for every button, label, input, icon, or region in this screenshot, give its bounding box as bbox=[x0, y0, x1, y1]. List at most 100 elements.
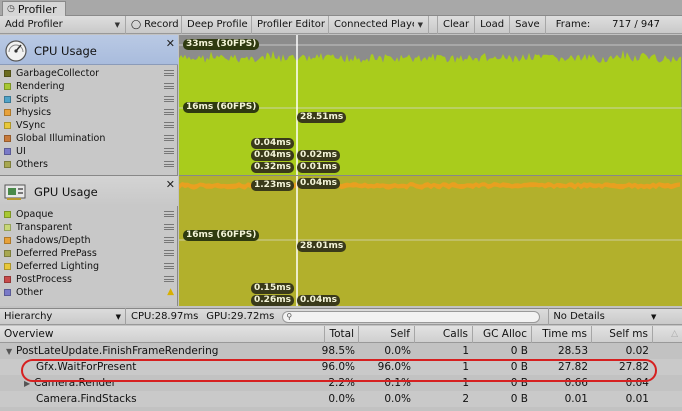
legend-item-scripts[interactable]: Scripts bbox=[0, 93, 178, 106]
drag-handle-icon[interactable] bbox=[164, 224, 174, 230]
column-header-gc-alloc[interactable]: GC Alloc bbox=[473, 325, 532, 343]
view-mode-dropdown[interactable]: Hierarchy ▼ bbox=[0, 308, 126, 325]
frame-counter: 717 / 947 bbox=[607, 16, 682, 34]
gpu-usage-title: GPU Usage bbox=[34, 185, 98, 199]
legend-label: Shadows/Depth bbox=[16, 235, 91, 246]
legend-label: Opaque bbox=[16, 209, 54, 220]
legend-item-vsync[interactable]: VSync bbox=[0, 119, 178, 132]
load-label: Load bbox=[480, 19, 505, 30]
drag-handle-icon[interactable] bbox=[164, 109, 174, 115]
drag-handle-icon[interactable] bbox=[164, 122, 174, 128]
table-row[interactable]: Gfx.WaitForPresent 96.0% 96.0% 1 0 B 27.… bbox=[0, 359, 682, 375]
legend-item-postprocess[interactable]: PostProcess bbox=[0, 273, 178, 286]
gpu-time-stat: GPU:29.72ms bbox=[206, 311, 275, 322]
cpu-value-label: 0.32ms bbox=[251, 162, 294, 173]
column-header-self-ms[interactable]: Self ms bbox=[592, 325, 653, 343]
profiler-tab-icon: ◷ bbox=[7, 4, 15, 14]
drag-handle-icon[interactable] bbox=[164, 70, 174, 76]
close-icon[interactable]: ✕ bbox=[165, 178, 175, 191]
connected-player-label: Connected Playe bbox=[334, 19, 414, 30]
drag-handle-icon[interactable] bbox=[164, 276, 174, 282]
drag-handle-icon[interactable] bbox=[164, 237, 174, 243]
row-time-ms: 28.53 bbox=[557, 345, 588, 357]
column-header-time-ms[interactable]: Time ms bbox=[532, 325, 592, 343]
save-button[interactable]: Save bbox=[510, 15, 546, 34]
column-header-overview[interactable]: Overview bbox=[0, 325, 325, 343]
legend-item-other[interactable]: Other ▲ bbox=[0, 286, 178, 299]
gpu-usage-header[interactable]: GPU Usage ✕ bbox=[0, 176, 178, 206]
legend-item-transparent[interactable]: Transparent bbox=[0, 221, 178, 234]
fps30-label: 33ms (30FPS) bbox=[183, 39, 260, 50]
legend-label: Global Illumination bbox=[16, 133, 106, 144]
gpu-usage-panel[interactable]: GPU Usage ✕ Opaque Transparent Shadows/D… bbox=[0, 175, 178, 306]
gpu-value-label: 0.15ms bbox=[251, 283, 294, 294]
row-gc-alloc: 0 B bbox=[510, 393, 528, 405]
legend-swatch bbox=[4, 83, 11, 90]
row-name: Camera.Render bbox=[34, 377, 116, 389]
table-row[interactable]: ▼ PostLateUpdate.FinishFrameRendering 98… bbox=[0, 343, 682, 359]
cpu-usage-header[interactable]: CPU Usage ✕ bbox=[0, 35, 178, 65]
cpu-usage-panel[interactable]: CPU Usage ✕ GarbageCollector Rendering S… bbox=[0, 35, 178, 175]
save-label: Save bbox=[515, 19, 540, 30]
drag-handle-icon[interactable] bbox=[164, 135, 174, 141]
legend-item-shadows-depth[interactable]: Shadows/Depth bbox=[0, 234, 178, 247]
legend-item-global-illumination[interactable]: Global Illumination bbox=[0, 132, 178, 145]
legend-swatch bbox=[4, 135, 11, 142]
legend-item-ui[interactable]: UI bbox=[0, 145, 178, 158]
connected-player-dropdown[interactable]: Connected Playe ▼ bbox=[329, 15, 429, 34]
search-input[interactable]: ⚲ bbox=[282, 310, 541, 323]
drag-handle-icon[interactable] bbox=[164, 250, 174, 256]
hierarchy-toolbar: Hierarchy ▼ CPU:28.97ms GPU:29.72ms ⚲ No… bbox=[0, 308, 682, 325]
dropdown-arrow-icon: ▼ bbox=[417, 20, 423, 29]
legend-swatch bbox=[4, 237, 11, 244]
legend-label: UI bbox=[16, 146, 26, 157]
record-toggle[interactable]: ◯ Record bbox=[126, 15, 182, 34]
row-gc-alloc: 0 B bbox=[510, 345, 528, 357]
legend-label: Rendering bbox=[16, 81, 65, 92]
deep-profile-toggle[interactable]: Deep Profile bbox=[182, 15, 252, 34]
close-icon[interactable]: ✕ bbox=[165, 37, 175, 50]
legend-swatch bbox=[4, 148, 11, 155]
row-total: 0.0% bbox=[328, 393, 355, 405]
cpu-speedometer-icon bbox=[5, 40, 27, 62]
add-profiler-dropdown[interactable]: Add Profiler ▼ bbox=[0, 15, 126, 34]
legend-item-others[interactable]: Others bbox=[0, 158, 178, 171]
drag-handle-icon[interactable] bbox=[164, 263, 174, 269]
legend-item-deferred-lighting[interactable]: Deferred Lighting bbox=[0, 260, 178, 273]
drag-handle-icon[interactable] bbox=[164, 161, 174, 167]
row-calls: 1 bbox=[462, 377, 469, 389]
table-row[interactable]: Camera.FindStacks 0.0% 0.0% 2 0 B 0.01 0… bbox=[0, 391, 682, 407]
profiler-editor-toggle[interactable]: Profiler Editor bbox=[252, 15, 329, 34]
row-time-ms: 0.66 bbox=[564, 377, 588, 389]
drag-handle-icon[interactable] bbox=[164, 211, 174, 217]
row-self: 0.0% bbox=[384, 393, 411, 405]
cpu-time-stat: CPU:28.97ms bbox=[131, 311, 199, 322]
gpu-usage-chart[interactable]: 1.23ms 0.04ms 16ms (60FPS) 28.01ms 0.15m… bbox=[179, 175, 682, 306]
legend-item-physics[interactable]: Physics bbox=[0, 106, 178, 119]
details-dropdown[interactable]: No Details ▼ bbox=[548, 308, 660, 325]
collapse-arrow-icon[interactable]: ▼ bbox=[6, 346, 13, 356]
drag-handle-icon[interactable] bbox=[164, 96, 174, 102]
expand-arrow-icon[interactable]: ▶ bbox=[24, 378, 31, 388]
fps60-label: 16ms (60FPS) bbox=[183, 230, 260, 241]
drag-handle-icon[interactable] bbox=[164, 148, 174, 154]
legend-item-rendering[interactable]: Rendering bbox=[0, 80, 178, 93]
column-header-calls[interactable]: Calls bbox=[415, 325, 473, 343]
legend-item-deferred-prepass[interactable]: Deferred PrePass bbox=[0, 247, 178, 260]
tab-profiler[interactable]: ◷ Profiler bbox=[2, 1, 66, 16]
cpu-usage-chart[interactable]: 33ms (30FPS) 16ms (60FPS) 28.51ms 0.04ms… bbox=[179, 35, 682, 175]
legend-swatch bbox=[4, 289, 11, 296]
legend-item-opaque[interactable]: Opaque bbox=[0, 208, 178, 221]
column-header-self[interactable]: Self bbox=[359, 325, 415, 343]
clear-label: Clear bbox=[443, 19, 470, 30]
gpu-value-label: 0.26ms bbox=[251, 295, 294, 306]
load-button[interactable]: Load bbox=[475, 15, 511, 34]
legend-swatch bbox=[4, 109, 11, 116]
clear-button[interactable]: Clear bbox=[437, 15, 476, 34]
legend-item-garbagecollector[interactable]: GarbageCollector bbox=[0, 67, 178, 80]
row-time-ms: 0.01 bbox=[564, 393, 588, 405]
column-header-warning: △ bbox=[653, 326, 682, 343]
drag-handle-icon[interactable] bbox=[164, 83, 174, 89]
column-header-total[interactable]: Total bbox=[325, 325, 359, 343]
table-row[interactable]: ▶ Camera.Render 2.2% 0.1% 1 0 B 0.66 0.0… bbox=[0, 375, 682, 391]
